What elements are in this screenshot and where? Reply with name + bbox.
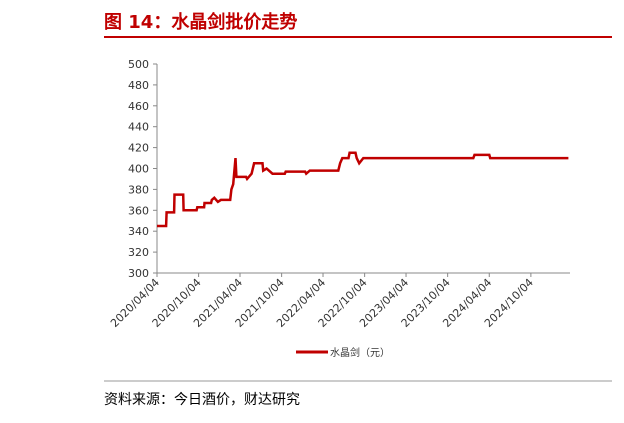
y-tick-label: 300	[128, 267, 149, 280]
y-tick-label: 460	[128, 100, 149, 113]
y-tick-label: 420	[128, 142, 149, 155]
y-tick-label: 440	[128, 121, 149, 134]
y-tick-label: 400	[128, 163, 149, 176]
y-tick-label: 360	[128, 204, 149, 217]
line	[157, 151, 569, 228]
y-tick-label: 380	[128, 183, 149, 196]
legend-label: 水晶剑（元）	[330, 346, 390, 359]
y-tick-label: 340	[128, 225, 149, 238]
source: 资料来源：今日酒价，财达研究	[104, 392, 300, 408]
y-tick-label: 320	[128, 246, 149, 259]
chart-title: 图 14：水晶剑批价走势	[104, 11, 297, 33]
y-tick-label: 500	[128, 58, 149, 71]
y-tick-label: 480	[128, 79, 149, 92]
